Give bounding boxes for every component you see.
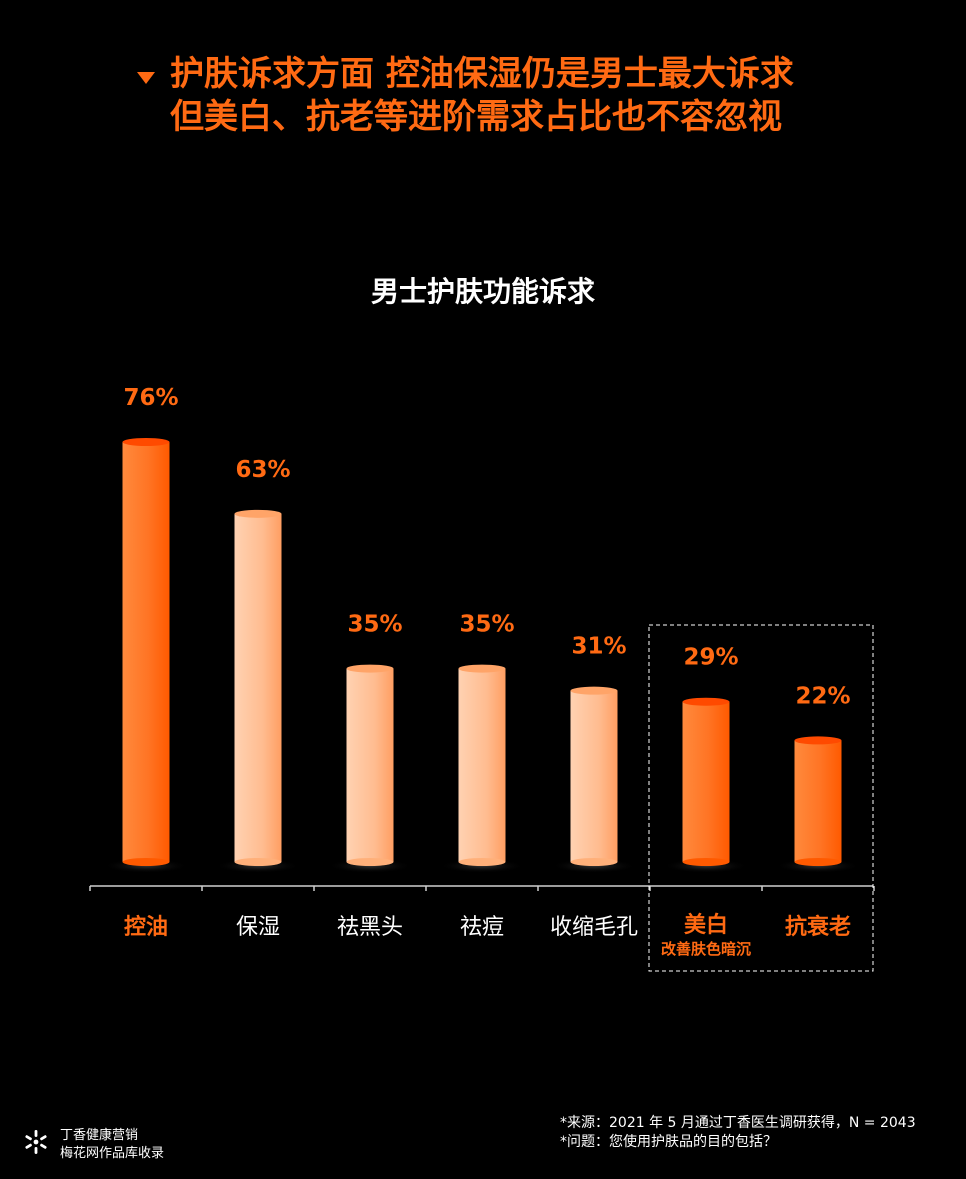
bar-body — [458, 668, 506, 862]
bar-top — [794, 736, 842, 745]
value-label: 22% — [795, 683, 850, 709]
triangle-down-icon — [137, 72, 155, 84]
bar-top — [234, 509, 282, 518]
value-label: 31% — [571, 634, 626, 660]
category-label: 祛痘 — [460, 915, 504, 940]
bar-bottom — [794, 858, 842, 866]
value-label: 63% — [235, 457, 290, 483]
bar-bottom — [346, 858, 394, 866]
category-label: 美白 — [684, 912, 728, 938]
bar-bottom — [122, 858, 170, 866]
category-sublabel: 改善肤色暗沉 — [661, 940, 751, 958]
value-label: 29% — [683, 645, 738, 671]
bar-body — [122, 442, 170, 862]
source-line-1: *来源：2021 年 5 月通过丁香医生调研获得，N = 2043 — [560, 1115, 916, 1131]
x-axis-ticks — [89, 886, 875, 891]
bar-body — [682, 701, 730, 862]
category-label: 保湿 — [236, 915, 280, 940]
brand-line-2: 梅花网作品库收录 — [60, 1146, 165, 1161]
chart-title: 男士护肤功能诉求 — [370, 275, 595, 308]
bar-body — [234, 513, 282, 862]
bar-抗衰老 — [775, 736, 861, 873]
source-line-2: *问题：您使用护肤品的目的包括？ — [560, 1134, 777, 1150]
bar-body — [570, 690, 618, 862]
value-label: 35% — [347, 612, 402, 638]
bar-bottom — [570, 858, 618, 866]
bars-layer — [103, 438, 861, 873]
bar-top — [458, 664, 506, 673]
bar-top — [570, 686, 618, 695]
bar-美白 — [663, 697, 749, 873]
bar-body — [346, 668, 394, 862]
category-label: 控油 — [124, 914, 168, 940]
bar-bottom — [458, 858, 506, 866]
value-label: 76% — [123, 385, 178, 411]
brand-text: 丁香健康营销 梅花网作品库收录 — [60, 1127, 164, 1163]
bar-祛黑头 — [327, 664, 413, 873]
category-label: 抗衰老 — [785, 914, 851, 940]
snowflake-logo-icon — [25, 1130, 47, 1154]
headline-line-1: 护肤诉求方面 控油保湿仍是男士最大诉求 — [170, 54, 794, 94]
source-note: *来源：2021 年 5 月通过丁香医生调研获得，N = 2043 *问题：您使… — [560, 1114, 916, 1152]
value-label: 35% — [459, 612, 514, 638]
headline-line-2: 但美白、抗老等进阶需求占比也不容忽视 — [170, 97, 782, 137]
brand-line-1: 丁香健康营销 — [60, 1128, 139, 1143]
bar-控油 — [103, 438, 189, 873]
bar-top — [346, 664, 394, 673]
bar-top — [122, 438, 170, 446]
bar-top — [682, 697, 730, 706]
bar-body — [794, 740, 842, 862]
category-label: 祛黑头 — [337, 915, 403, 940]
highlight-box — [648, 624, 874, 972]
bar-bottom — [234, 858, 282, 866]
bar-保湿 — [215, 509, 301, 873]
bar-收缩毛孔 — [551, 686, 637, 873]
category-label: 收缩毛孔 — [550, 915, 638, 940]
bar-祛痘 — [439, 664, 525, 873]
bar-bottom — [682, 858, 730, 866]
